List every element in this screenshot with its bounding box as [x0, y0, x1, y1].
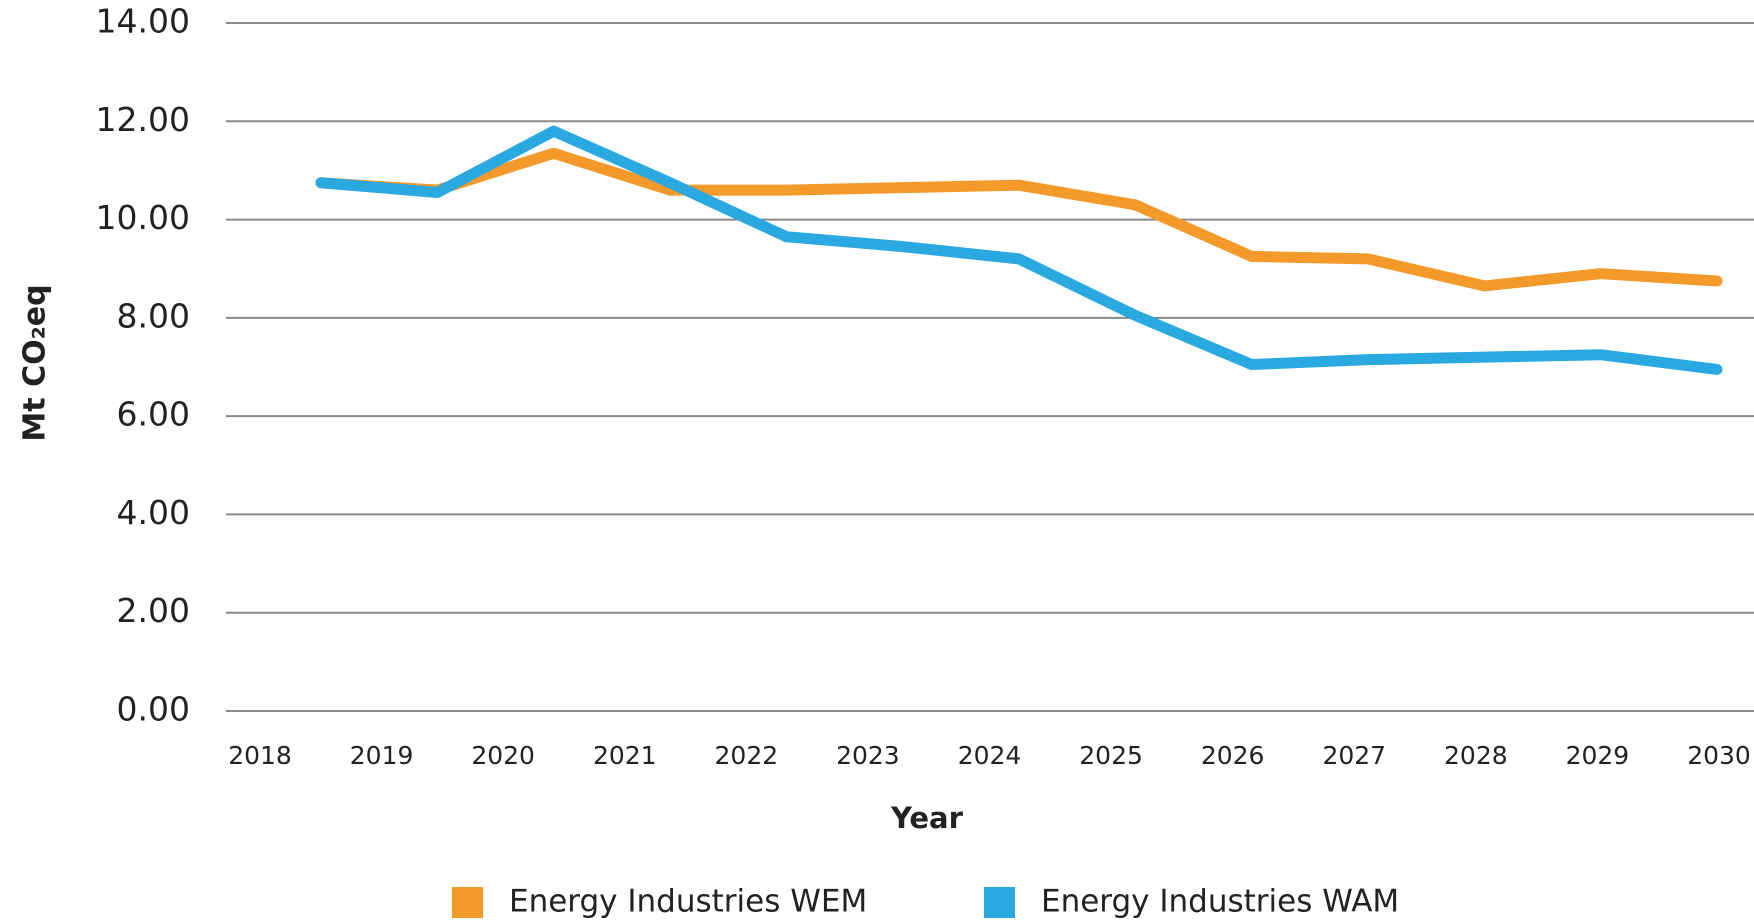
- x-axis-label: Year: [890, 801, 964, 835]
- legend-swatch: [452, 887, 483, 918]
- y-tick-label: 6.00: [117, 395, 190, 434]
- y-tick-label: 10.00: [96, 198, 190, 237]
- x-tick-label: 2029: [1566, 741, 1630, 770]
- y-tick-label: 0.00: [117, 690, 190, 729]
- x-tick-label: 2019: [350, 741, 414, 770]
- series-line: [315, 125, 1723, 375]
- x-tick-label: 2024: [958, 741, 1022, 770]
- legend-label: Energy Industries WEM: [509, 884, 867, 920]
- legend-label: Energy Industries WAM: [1041, 884, 1399, 920]
- series-line: [315, 147, 1723, 292]
- x-tick-label: 2030: [1687, 741, 1751, 770]
- x-tick-label: 2026: [1201, 741, 1265, 770]
- x-tick-label: 2023: [836, 741, 900, 770]
- y-tick-label: 2.00: [117, 591, 190, 630]
- y-tick-label: 8.00: [117, 296, 190, 335]
- y-tick-label: 4.00: [117, 493, 190, 532]
- y-tick-label: 12.00: [96, 100, 190, 139]
- y-axis-label: Mt CO₂eq: [18, 284, 53, 441]
- legend-swatch: [984, 887, 1015, 918]
- x-tick-label: 2018: [228, 741, 292, 770]
- y-tick-label: 14.00: [96, 2, 190, 41]
- x-tick-label: 2020: [471, 741, 535, 770]
- x-tick-label: 2028: [1444, 741, 1508, 770]
- x-tick-label: 2021: [593, 741, 657, 770]
- x-tick-label: 2025: [1079, 741, 1143, 770]
- x-tick-label: 2022: [715, 741, 779, 770]
- x-tick-label: 2027: [1322, 741, 1386, 770]
